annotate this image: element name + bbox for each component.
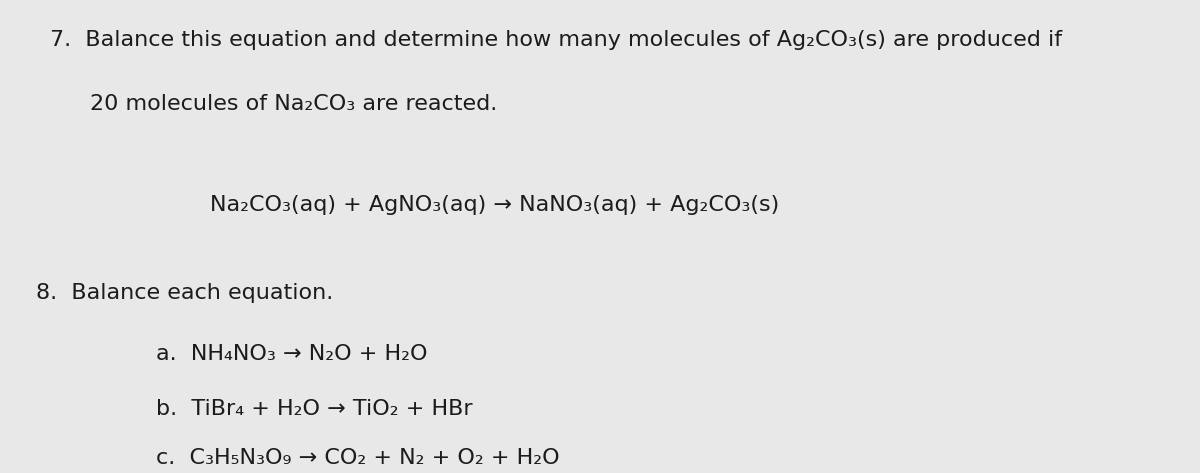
Text: 20 molecules of Na₂CO₃ are reacted.: 20 molecules of Na₂CO₃ are reacted. [90,94,497,114]
Text: 8.  Balance each equation.: 8. Balance each equation. [36,283,334,303]
Text: a.  NH₄NO₃ → N₂O + H₂O: a. NH₄NO₃ → N₂O + H₂O [156,344,427,364]
Text: 7.  Balance this equation and determine how many molecules of Ag₂CO₃(s) are prod: 7. Balance this equation and determine h… [50,30,1062,50]
Text: b.  TiBr₄ + H₂O → TiO₂ + HBr: b. TiBr₄ + H₂O → TiO₂ + HBr [156,399,473,419]
Text: Na₂CO₃(aq) + AgNO₃(aq) → NaNO₃(aq) + Ag₂CO₃(s): Na₂CO₃(aq) + AgNO₃(aq) → NaNO₃(aq) + Ag₂… [210,195,779,215]
Text: c.  C₃H₅N₃O₉ → CO₂ + N₂ + O₂ + H₂O: c. C₃H₅N₃O₉ → CO₂ + N₂ + O₂ + H₂O [156,448,559,468]
